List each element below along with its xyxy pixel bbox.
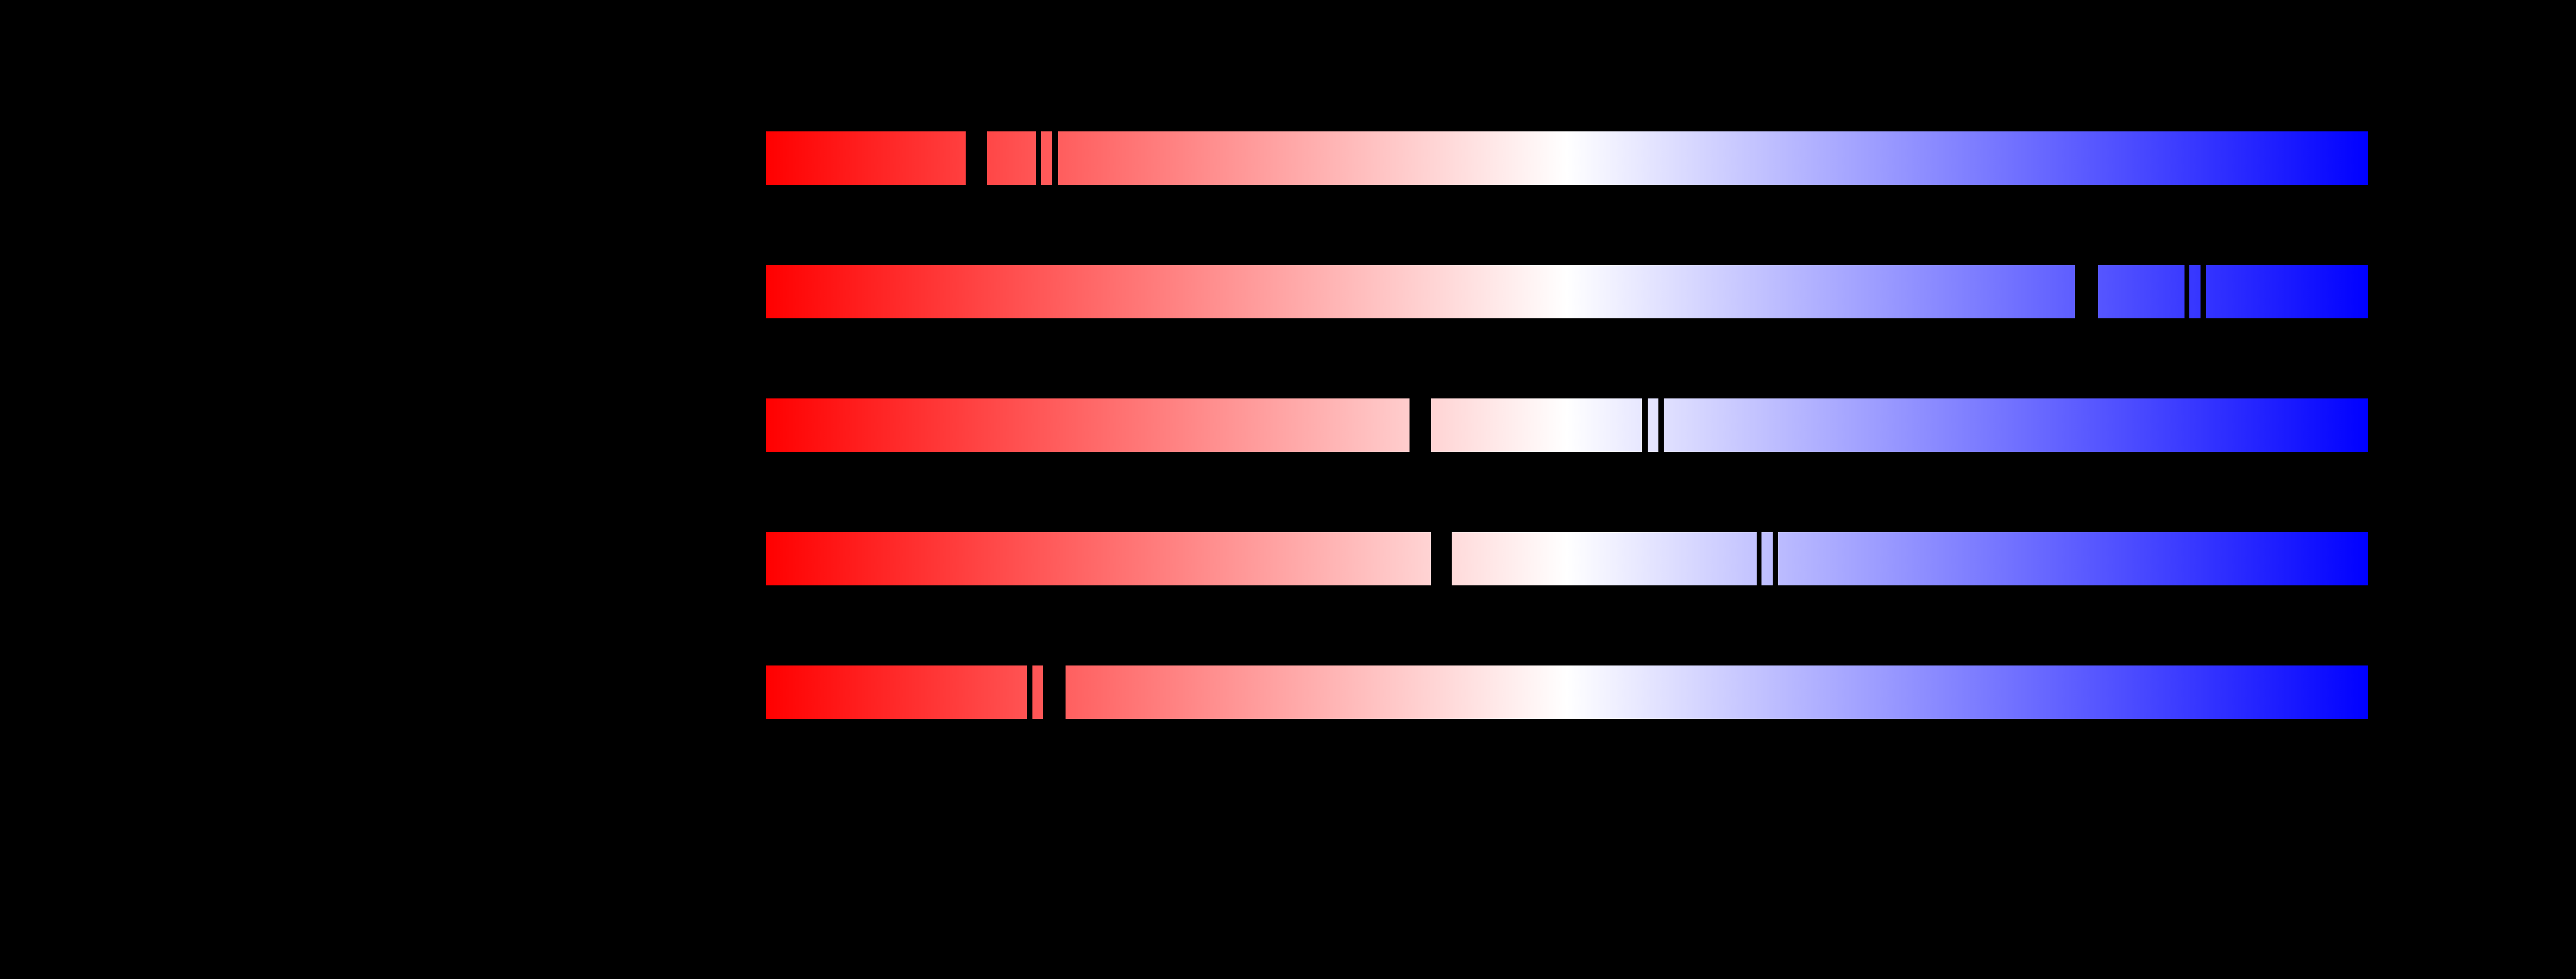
thick-marker — [2075, 265, 2098, 318]
gradient-bar-1 — [766, 131, 2368, 185]
thick-marker — [966, 131, 987, 185]
thin-marker — [1757, 532, 1761, 585]
thick-marker — [1043, 665, 1066, 719]
gradient-bar-3 — [766, 398, 2368, 452]
gradient-bar-2 — [766, 265, 2368, 318]
thin-marker — [1027, 665, 1032, 719]
gradient-bar-4 — [766, 532, 2368, 585]
thin-marker — [1036, 131, 1041, 185]
gradient-bar-5 — [766, 665, 2368, 719]
thin-marker — [1642, 398, 1648, 452]
thin-marker — [1773, 532, 1778, 585]
thick-marker — [1410, 398, 1431, 452]
thick-marker — [1431, 532, 1452, 585]
thin-marker — [1052, 131, 1058, 185]
thin-marker — [1658, 398, 1664, 452]
thin-marker — [2184, 265, 2189, 318]
thin-marker — [2201, 265, 2206, 318]
